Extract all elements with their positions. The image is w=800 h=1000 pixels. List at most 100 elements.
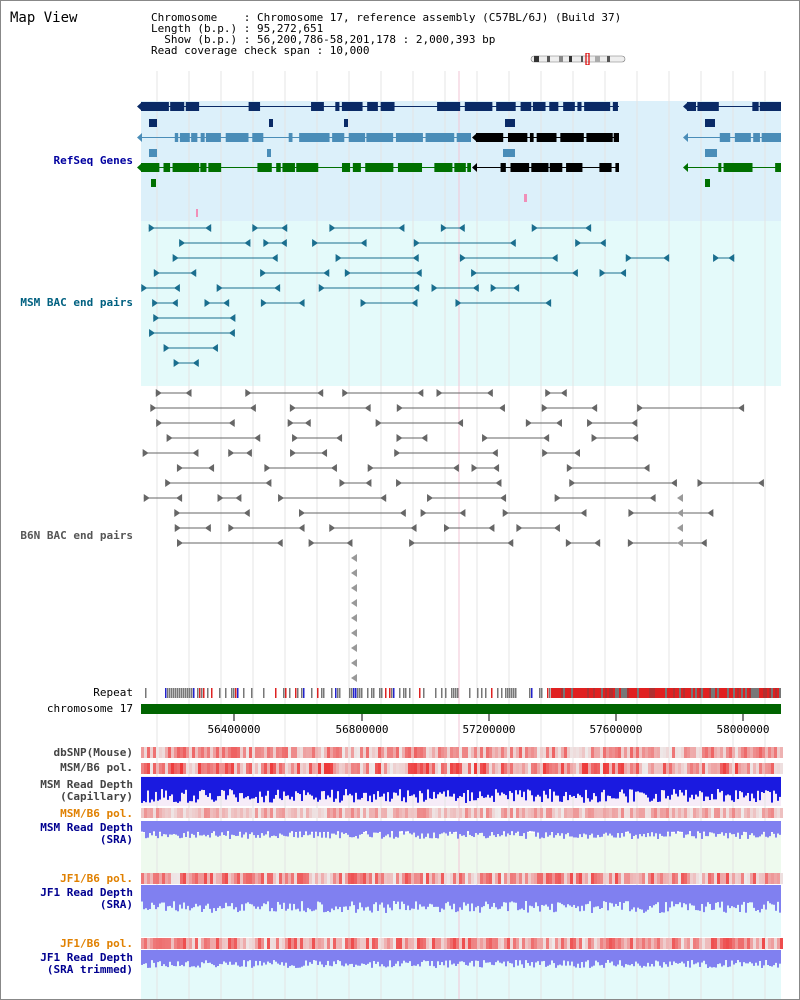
depth-bar (307, 950, 309, 966)
read-depth-tracks[interactable] (141, 777, 781, 968)
depth-bar (655, 885, 657, 905)
heatmap-cell (450, 938, 453, 949)
depth-bar (499, 885, 501, 909)
repeat-element (669, 688, 671, 698)
depth-bar (563, 885, 565, 906)
depth-bar (571, 885, 573, 907)
heatmap-cell (189, 938, 192, 949)
heatmap-cell (162, 873, 165, 884)
heatmap-cell (723, 808, 726, 818)
heatmap-cell (228, 747, 231, 758)
heatmap-cell (465, 763, 468, 774)
heatmap-cell (330, 763, 333, 774)
gene-exon (586, 133, 613, 142)
depth-bar (233, 821, 235, 836)
repeat-element (399, 688, 401, 698)
heatmap-cell (549, 763, 552, 774)
heatmap-cell (756, 808, 759, 818)
repeat-element (599, 688, 601, 698)
jf1-read-depth-trimmed-label: JF1 Read Depth (SRA trimmed) (40, 952, 133, 976)
bac-end-marker (204, 299, 211, 307)
repeat-element (749, 688, 751, 698)
bac-end-marker (417, 389, 424, 397)
heatmap-cell (642, 873, 645, 884)
heatmap-cell (639, 873, 642, 884)
heatmap-cell (765, 873, 768, 884)
repeat-track[interactable] (145, 688, 781, 698)
bac-end-marker (351, 629, 357, 637)
msm-bac-end-pairs-label[interactable]: MSM BAC end pairs (20, 296, 133, 309)
heatmap-cell (285, 763, 288, 774)
refseq-genes-label[interactable]: RefSeq Genes (53, 154, 133, 167)
bac-end-marker (545, 299, 552, 307)
heatmap-cell (285, 808, 288, 818)
msm-bac-track[interactable] (141, 224, 735, 367)
depth-bar (203, 950, 205, 964)
depth-bar (153, 777, 155, 802)
depth-bar (215, 777, 217, 801)
depth-bar (287, 777, 289, 796)
depth-bar (767, 950, 769, 966)
depth-bar (455, 885, 457, 913)
heatmap-cell (282, 938, 285, 949)
depth-bar (213, 777, 215, 802)
depth-bar (613, 777, 615, 799)
refseq-gene-track[interactable] (137, 102, 781, 217)
heatmap-cell (762, 938, 765, 949)
depth-bar (617, 821, 619, 834)
depth-bar (421, 821, 423, 834)
depth-bar (643, 821, 645, 834)
heatmap-cell (384, 873, 387, 884)
b6n-bac-track[interactable] (142, 389, 764, 682)
depth-bar (445, 885, 447, 904)
heatmap-cell (744, 938, 747, 949)
heatmap-cell (591, 808, 594, 818)
gene-exon (311, 102, 324, 111)
heatmap-cell (357, 873, 360, 884)
heatmap-cell (387, 873, 390, 884)
depth-bar (491, 777, 493, 796)
heatmap-cell (777, 873, 780, 884)
depth-bar (351, 885, 353, 902)
heatmap-cell (417, 747, 420, 758)
heatmap-tracks[interactable] (141, 747, 783, 949)
heatmap-cell (597, 873, 600, 884)
repeat-element (455, 688, 457, 698)
depth-bar (627, 821, 629, 832)
depth-bar (329, 950, 331, 966)
depth-bar (509, 950, 511, 963)
repeat-element (171, 688, 173, 698)
depth-bar (455, 950, 457, 966)
heatmap-cell (351, 747, 354, 758)
depth-bar (163, 950, 165, 965)
depth-bar (279, 821, 281, 834)
depth-bar (673, 821, 675, 832)
b6n-bac-end-pairs-label[interactable]: B6N BAC end pairs (20, 529, 133, 542)
depth-bar (147, 885, 149, 910)
depth-bar (273, 950, 275, 961)
bac-end-marker (631, 419, 638, 427)
heatmap-cell (666, 763, 669, 774)
heatmap-cell (627, 938, 630, 949)
gene-marker (524, 194, 527, 202)
depth-bar (161, 885, 163, 903)
heatmap-cell (474, 938, 477, 949)
heatmap-cell (504, 873, 507, 884)
depth-bar (209, 950, 211, 963)
heatmap-cell (357, 763, 360, 774)
repeat-element (677, 688, 679, 698)
bac-end-marker (271, 254, 278, 262)
depth-bar (243, 777, 245, 799)
chromosome-ideogram[interactable] (529, 53, 627, 65)
depth-bar (777, 950, 779, 968)
depth-bar (155, 821, 157, 836)
depth-bar (175, 885, 177, 911)
bac-end-marker (459, 254, 466, 262)
depth-bar (745, 885, 747, 913)
heatmap-cell (678, 938, 681, 949)
heatmap-cell (687, 938, 690, 949)
repeat-element (263, 688, 265, 698)
depth-bar (307, 885, 309, 908)
heatmap-cell (441, 747, 444, 758)
depth-bar (349, 777, 351, 794)
